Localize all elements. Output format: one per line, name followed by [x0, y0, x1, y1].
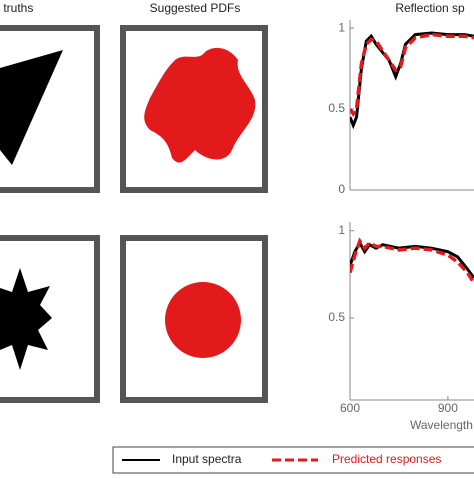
- x-tick-label: 900: [438, 401, 458, 415]
- y-tick-label: 0: [338, 182, 345, 196]
- legend-label: Predicted responses: [332, 452, 441, 466]
- x-axis-label: Wavelength: [410, 418, 473, 432]
- pdf-shape: [165, 282, 241, 358]
- x-tick-label: 600: [340, 401, 360, 415]
- line-series: [350, 32, 474, 118]
- plot-area: [350, 31, 474, 130]
- y-tick-label: 0.5: [328, 310, 345, 324]
- frames: [0, 25, 268, 403]
- y-tick-label: 1: [338, 223, 345, 237]
- panel-title: nd truths: [0, 1, 33, 15]
- ground-truth-shape: [0, 50, 63, 165]
- chart-title: Reflection sp: [395, 1, 465, 15]
- pdf-shape: [144, 47, 256, 163]
- y-tick-label: 0.5: [328, 101, 345, 115]
- panel-title: Suggested PDFs: [150, 1, 241, 15]
- legend-label: Input spectra: [172, 452, 242, 466]
- y-tick-label: 1: [338, 20, 345, 34]
- line-series: [350, 237, 474, 285]
- line-series: [350, 31, 474, 130]
- plot-area: [350, 237, 474, 285]
- ground-truth-shape: [0, 268, 52, 370]
